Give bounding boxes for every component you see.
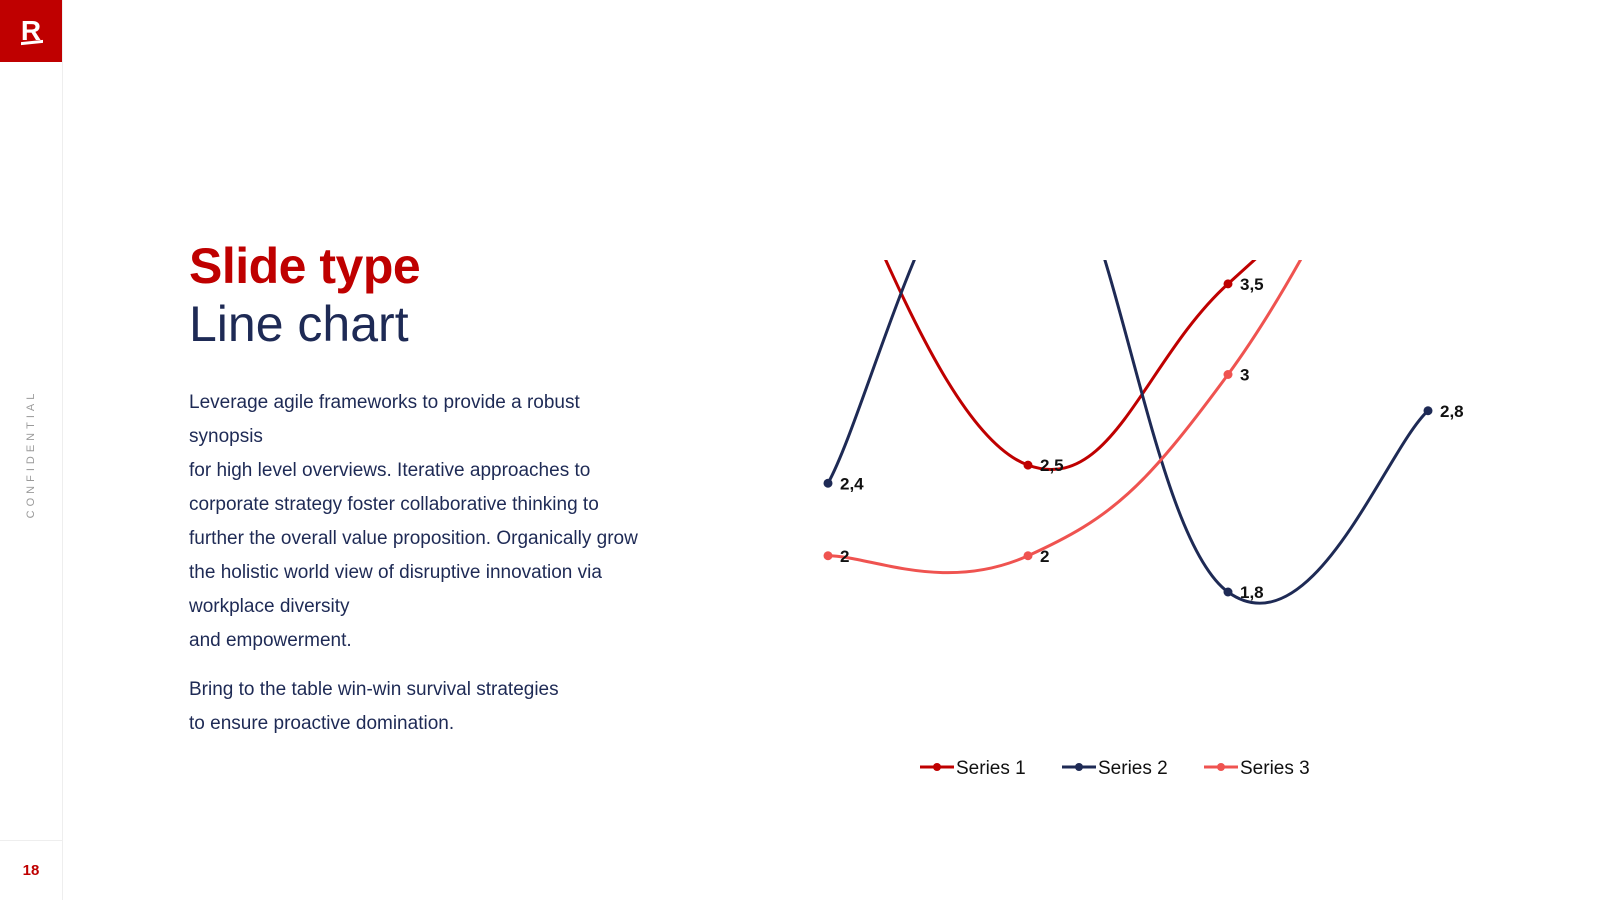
series-2-line	[826, 260, 1430, 605]
line-chart: 4,32,53,54,52,44,41,82,82235 Series 1Ser…	[823, 260, 1464, 779]
series-3-data-label: 3	[1240, 366, 1249, 385]
paragraph-line: and empowerment.	[189, 630, 352, 651]
series-1-line	[884, 260, 1257, 471]
brand-logo: R	[0, 0, 62, 62]
series-3-point	[823, 551, 833, 561]
page-number: 18	[22, 862, 40, 879]
series-2-point	[823, 478, 833, 488]
series-layer	[823, 260, 1433, 605]
slide-title-type: Slide type	[189, 238, 421, 294]
body-paragraph-2: Bring to the table win-win survival stra…	[189, 673, 559, 741]
series-2-point	[1223, 587, 1233, 597]
legend-swatch-marker	[1217, 763, 1225, 771]
paragraph-line: Bring to the table win-win survival stra…	[189, 679, 559, 700]
series-3-data-label: 2	[840, 547, 849, 566]
legend-item-series-2: Series 2	[1062, 758, 1168, 779]
legend-item-series-1: Series 1	[920, 758, 1026, 779]
series-1-data-label: 3,5	[1240, 275, 1264, 294]
series-3-data-label: 2	[1040, 547, 1049, 566]
paragraph-line: corporate strategy foster collaborative …	[189, 494, 599, 515]
footer-divider	[0, 840, 62, 841]
body-paragraph-1: Leverage agile frameworks to provide a r…	[189, 386, 638, 658]
chart-legend: Series 1 Series 2 Series 3	[920, 758, 1310, 779]
series-3-point	[1023, 551, 1033, 561]
sidebar: R CONFIDENTIAL 18	[0, 0, 63, 900]
series-2-point	[1423, 406, 1433, 416]
paragraph-line: Leverage agile frameworks to provide a r…	[189, 392, 580, 413]
paragraph-line: synopsis	[189, 426, 263, 447]
series-2-data-label: 2,8	[1440, 402, 1464, 421]
series-1-point	[1223, 279, 1233, 289]
logo-letter: R	[20, 15, 42, 46]
paragraph-line: the holistic world view of disruptive in…	[189, 562, 602, 583]
series-2-data-label: 2,4	[840, 474, 864, 493]
paragraph-line: for high level overviews. Iterative appr…	[189, 460, 591, 481]
series-1-point	[1023, 460, 1033, 470]
series-3-point	[1223, 370, 1233, 379]
paragraph-line: further the overall value proposition. O…	[189, 528, 638, 549]
series-2-data-label: 1,8	[1240, 583, 1264, 602]
legend-item-series-3: Series 3	[1204, 758, 1310, 779]
legend-swatch-marker	[933, 763, 941, 771]
legend-label: Series 2	[1098, 758, 1168, 779]
legend-label: Series 1	[956, 758, 1026, 779]
legend-swatch-marker	[1075, 763, 1083, 771]
slide-title-name: Line chart	[189, 296, 409, 352]
data-label-layer: 4,32,53,54,52,44,41,82,82235	[840, 275, 1464, 602]
confidential-label: CONFIDENTIAL	[25, 389, 37, 519]
paragraph-line: to ensure proactive domination.	[189, 713, 455, 734]
legend-label: Series 3	[1240, 758, 1310, 779]
paragraph-line: workplace diversity	[189, 596, 350, 617]
series-3-line	[826, 260, 1303, 575]
series-1-data-label: 2,5	[1040, 456, 1064, 475]
